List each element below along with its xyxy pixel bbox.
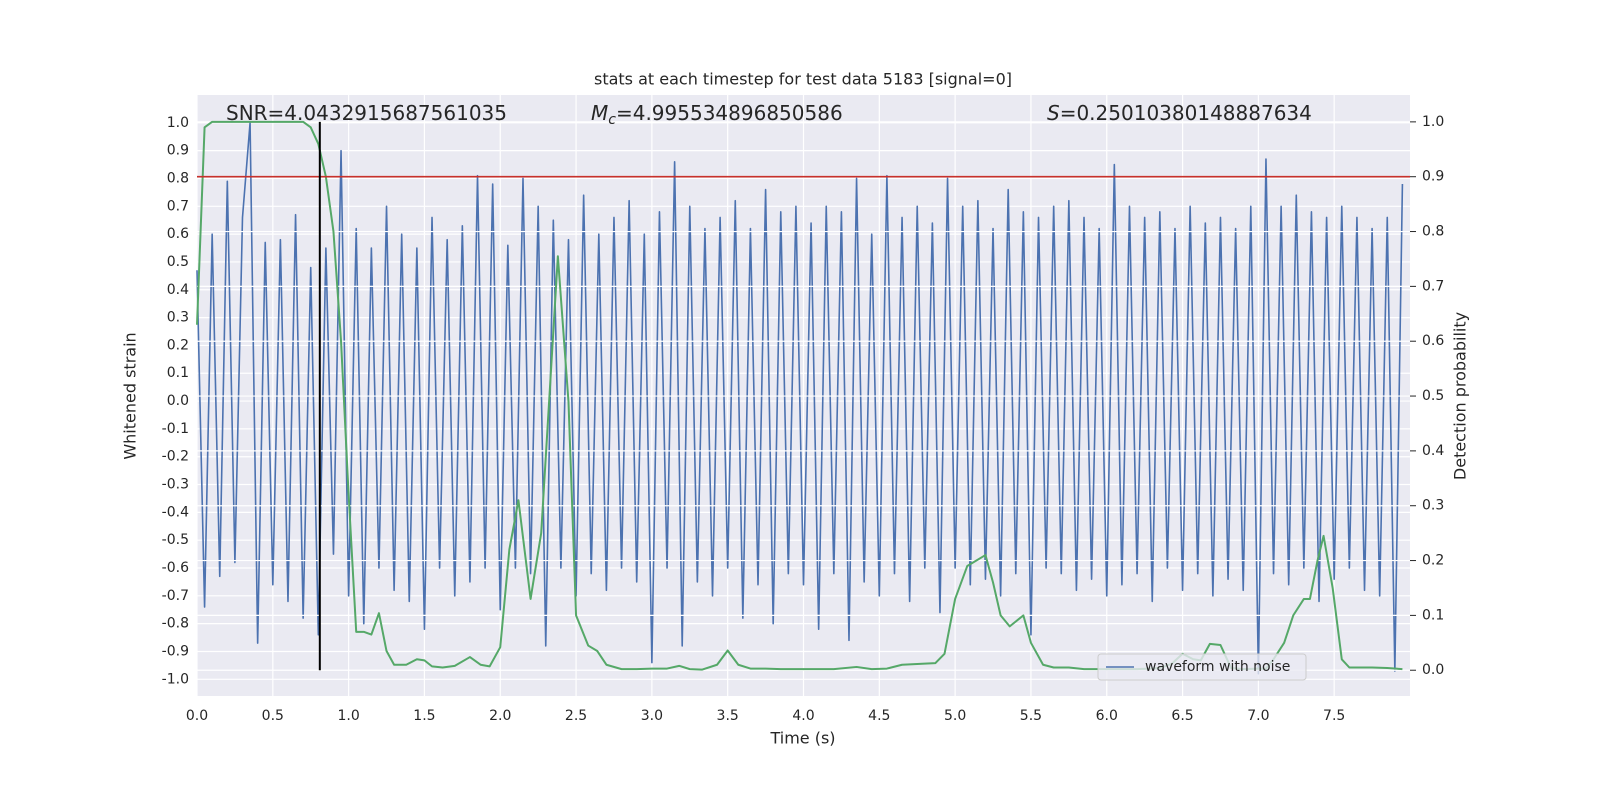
- y-tick-label: 0.8: [167, 170, 189, 186]
- annotation-symbol: M: [591, 101, 608, 125]
- x-tick-label: 6.0: [1096, 708, 1118, 724]
- y2-tick-label: 0.9: [1422, 169, 1444, 185]
- annotation: S=0.25010380148887634: [1047, 101, 1312, 125]
- y2-tick-label: 0.0: [1422, 662, 1444, 678]
- annotation-text: SNR=4.0432915687561035: [226, 101, 507, 125]
- y-tick-label: 0.7: [167, 198, 189, 214]
- y-tick-label: -0.1: [162, 421, 189, 437]
- x-axis-label: Time (s): [769, 729, 835, 748]
- annotation: SNR=4.0432915687561035: [226, 101, 507, 125]
- x-tick-label: 7.5: [1323, 708, 1345, 724]
- y-tick-label: -0.7: [162, 588, 189, 604]
- annotation-subscript: c: [608, 112, 616, 128]
- y-tick-label: -0.2: [162, 449, 189, 465]
- y-tick-label: 0.3: [167, 310, 189, 326]
- y-tick-label: 0.9: [167, 143, 189, 159]
- annotation: Mc=4.995534896850586: [591, 101, 843, 129]
- y2-tick-label: 0.3: [1422, 498, 1444, 514]
- chart-title: stats at each timestep for test data 518…: [594, 70, 1012, 89]
- y2-tick-label: 0.2: [1422, 553, 1444, 569]
- y-tick-label: 1.0: [167, 115, 189, 131]
- x-tick-label: 5.0: [944, 708, 966, 724]
- x-tick-label: 1.5: [413, 708, 435, 724]
- y-tick-label: 0.5: [167, 254, 189, 270]
- x-tick-label: 5.5: [1020, 708, 1042, 724]
- y-tick-label: 0.2: [167, 337, 189, 353]
- x-tick-label: 7.0: [1247, 708, 1269, 724]
- y-tick-label: 0.6: [167, 226, 189, 242]
- x-tick-label: 4.0: [792, 708, 814, 724]
- y2-tick-label: 0.6: [1422, 333, 1444, 349]
- y2-tick-label: 0.1: [1422, 607, 1444, 623]
- y2-tick-label: 0.7: [1422, 278, 1444, 294]
- x-tick-label: 1.0: [337, 708, 359, 724]
- y-tick-label: 0.0: [167, 393, 189, 409]
- y-axis-label: Whitened strain: [121, 332, 140, 459]
- annotation-text: =0.25010380148887634: [1060, 101, 1312, 125]
- y-tick-label: -0.6: [162, 560, 189, 576]
- y-tick-label: -0.5: [162, 532, 189, 548]
- x-tick-label: 0.5: [262, 708, 284, 724]
- data-line: [196, 120, 1403, 671]
- y-tick-label: -1.0: [162, 671, 189, 687]
- x-tick-label: 4.5: [868, 708, 890, 724]
- x-tick-label: 3.0: [641, 708, 663, 724]
- x-tick-label: 3.5: [717, 708, 739, 724]
- annotation-text: =4.995534896850586: [616, 101, 843, 125]
- y-tick-label: -0.3: [162, 477, 189, 493]
- annotation-symbol: S: [1047, 101, 1060, 125]
- legend-box: [1097, 653, 1307, 681]
- y2-axis-label: Detection probability: [1451, 312, 1470, 480]
- x-tick-label: 2.0: [489, 708, 511, 724]
- y-tick-label: 0.4: [167, 282, 189, 298]
- legend-label: waveform with noise: [1145, 659, 1290, 675]
- y2-tick-label: 0.5: [1422, 388, 1444, 404]
- x-tick-label: 6.5: [1171, 708, 1193, 724]
- y2-tick-label: 0.8: [1422, 224, 1444, 240]
- y-tick-label: -0.4: [162, 504, 189, 520]
- y2-tick-label: 1.0: [1422, 114, 1444, 130]
- x-tick-label: 2.5: [565, 708, 587, 724]
- y2-tick-label: 0.4: [1422, 443, 1444, 459]
- x-tick-label: 0.0: [186, 708, 208, 724]
- y-tick-label: -0.8: [162, 616, 189, 632]
- y-tick-label: -0.9: [162, 643, 189, 659]
- y-tick-label: 0.1: [167, 365, 189, 381]
